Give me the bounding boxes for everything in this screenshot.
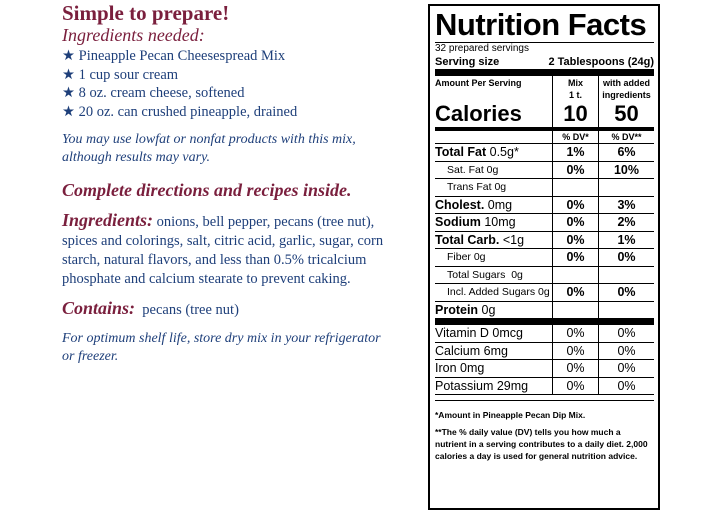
ingredients-statement: Ingredients: onions, bell pepper, pecans… xyxy=(62,211,407,289)
nutrient-row-total-fat: Total Fat 0.5g* 1% 6% xyxy=(435,143,654,161)
star-icon: ★ xyxy=(62,66,75,83)
nutrient-row-added-sugars: Incl. Added Sugars 0g 0% 0% xyxy=(435,283,654,301)
column-header-row: Amount Per Serving Mix 1 t. with added i… xyxy=(435,76,654,101)
star-icon: ★ xyxy=(62,85,75,101)
calories-added: 50 xyxy=(614,101,639,126)
ingredients-needed-heading: Ingredients needed: xyxy=(62,25,205,45)
dv-added-header: % DV** xyxy=(611,132,642,142)
nutrient-row-trans-fat: Trans Fat 0g xyxy=(435,178,654,196)
nutrient-row-total-sugars: Total Sugars 0g xyxy=(435,265,654,283)
footnote-daily-value: **The % daily value (DV) tells you how m… xyxy=(435,427,648,461)
serving-size-label: Serving size xyxy=(435,56,500,68)
star-icon: ★ xyxy=(62,103,75,120)
vitamin-row-d: Vitamin D 0mcg 0% 0% xyxy=(435,325,636,342)
ingredients-text: onions, bell pepper, pecans (tree nut), … xyxy=(62,214,384,287)
prep-heading: Simple to prepare! xyxy=(62,1,230,25)
contains-statement: Contains: pecans (tree nut) xyxy=(62,299,407,320)
footnote-amount: *Amount in Pineapple Pecan Dip Mix. xyxy=(435,410,586,420)
needed-list: ★ Pineapple Pecan Cheesespread Mix ★ 1 c… xyxy=(62,47,407,121)
servings-count: 32 prepared servings xyxy=(435,42,654,55)
nutrient-row-fiber: Fiber 0g 0% 0% xyxy=(435,248,654,266)
dv-mix-header: % DV* xyxy=(552,131,599,143)
col-mix-header: Mix 1 t. xyxy=(552,76,599,101)
col-added-header: with added ingredients xyxy=(602,78,651,100)
nutrient-row-total-carb: Total Carb. <1g 0% 1% xyxy=(435,230,654,248)
lowfat-note: You may use lowfat or nonfat products wi… xyxy=(62,132,356,165)
calories-label: Calories xyxy=(435,101,522,126)
list-item: ★ 20 oz. can crushed pineapple, drained xyxy=(62,103,298,120)
nutrition-facts-panel: Nutrition Facts 32 prepared servings Ser… xyxy=(428,4,660,510)
vitamin-row-iron: Iron 0mg 0% 0% xyxy=(435,359,654,377)
nutrient-row-sat-fat: Sat. Fat 0g 0% 10% xyxy=(435,160,654,178)
storage-note: For optimum shelf life, store dry mix in… xyxy=(62,331,381,364)
serving-size-row: Serving size 2 Tablespoons (24g) xyxy=(435,55,654,69)
vitamin-row-potassium: Potassium 29mg 0% 0% xyxy=(435,376,654,395)
amount-per-serving: Amount Per Serving xyxy=(435,78,522,88)
vitamin-row-calcium: Calcium 6mg 0% 0% xyxy=(435,341,654,359)
list-item: ★ 1 cup sour cream xyxy=(62,66,179,83)
serving-size-value: 2 Tablespoons (24g) xyxy=(548,56,654,68)
star-icon: ★ xyxy=(62,48,75,64)
directions-note: Complete directions and recipes inside. xyxy=(62,180,352,200)
list-item: ★ Pineapple Pecan Cheesespread Mix xyxy=(62,48,286,64)
nutrient-row-protein: Protein 0g xyxy=(435,300,654,318)
list-item: ★ 8 oz. cream cheese, softened xyxy=(62,85,245,101)
calories-row: Calories 10 50 xyxy=(435,101,654,127)
dv-header-row: % DV* % DV** xyxy=(435,131,654,143)
calories-mix: 10 xyxy=(552,101,599,127)
contains-label: Contains: xyxy=(62,298,136,318)
nutrient-row-sodium: Sodium 10mg 0% 2% xyxy=(435,213,654,231)
ingredients-label: Ingredients: xyxy=(62,210,154,230)
nutrient-row-cholesterol: Cholest. 0mg 0% 3% xyxy=(435,195,654,213)
product-info: Simple to prepare! Ingredients needed: ★… xyxy=(62,0,407,366)
contains-text: pecans (tree nut) xyxy=(135,302,239,318)
nutrition-title: Nutrition Facts xyxy=(435,7,647,42)
